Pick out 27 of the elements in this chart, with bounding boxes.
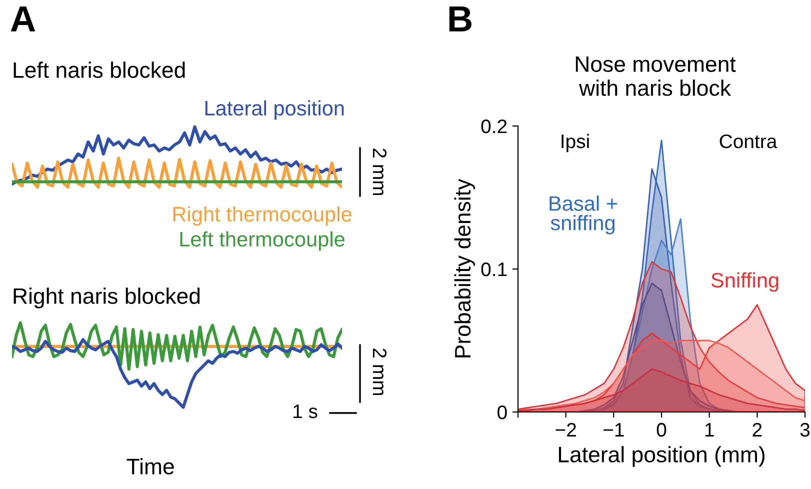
series-label: Lateral position <box>205 100 344 120</box>
text: B <box>449 6 472 32</box>
x-tick-label: −2 <box>556 422 576 437</box>
annotation: Contra <box>720 134 778 148</box>
text: A <box>10 6 36 32</box>
chart-title: Nose movement with naris block <box>576 56 736 96</box>
x-tick-label: 0 <box>656 422 666 437</box>
chart-title: Left naris blocked <box>14 62 185 78</box>
y-tick-label: 0.1 <box>481 262 507 276</box>
text: 2 mm <box>372 148 387 196</box>
x-tick-label: 3 <box>800 422 810 437</box>
annotation: 1 s <box>294 404 318 418</box>
x-axis-title: Time <box>126 458 174 474</box>
series-label: Sniffing <box>711 272 778 292</box>
y-tick-label: 0 <box>498 405 507 420</box>
x-tick-label: −1 <box>604 423 624 437</box>
x-axis-title: Lateral position (mm) <box>558 446 764 467</box>
text: 2 mm <box>372 348 387 396</box>
x-tick-label: 2 <box>752 422 762 437</box>
series-label: Basal + sniffing <box>550 196 618 234</box>
chart-title: Right naris blocked <box>14 288 200 308</box>
text: Left thermocouple <box>180 231 344 251</box>
y-tick-label: 0.2 <box>481 119 507 134</box>
y-axis-title: Probability density <box>454 178 475 358</box>
series-label: Right thermocouple <box>173 206 352 226</box>
annotation: Ipsi <box>562 134 589 152</box>
x-tick-label: 1 <box>705 423 714 437</box>
